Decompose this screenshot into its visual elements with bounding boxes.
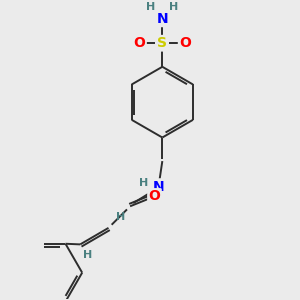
Text: O: O — [134, 36, 146, 50]
Text: O: O — [148, 190, 160, 203]
Text: N: N — [153, 180, 164, 194]
Text: H: H — [116, 212, 125, 222]
Text: O: O — [179, 36, 191, 50]
Text: H: H — [139, 178, 148, 188]
Text: H: H — [169, 2, 179, 12]
Text: S: S — [157, 36, 167, 50]
Text: H: H — [83, 250, 93, 260]
Text: N: N — [157, 12, 168, 26]
Text: H: H — [146, 2, 155, 12]
